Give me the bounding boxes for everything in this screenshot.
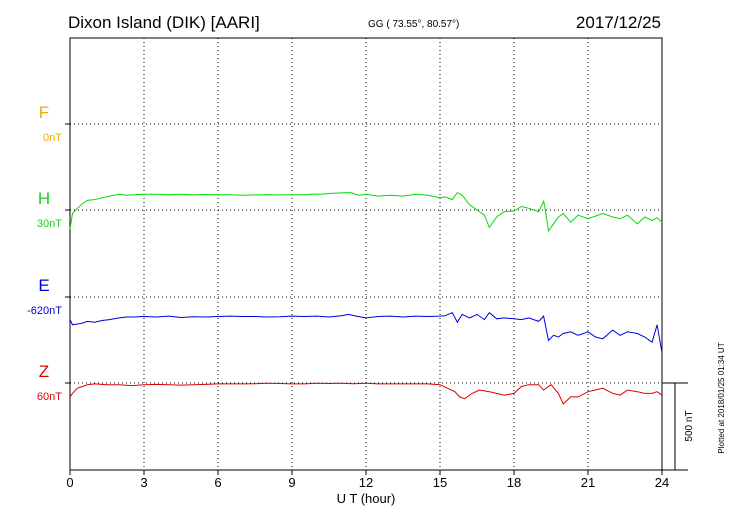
station-title: Dixon Island (DIK) [AARI]: [68, 13, 260, 32]
plotted-note: Plotted at 2018/01/25 01:34 UT: [717, 342, 726, 453]
x-tick-label: 18: [507, 475, 521, 490]
chart-date: 2017/12/25: [576, 13, 661, 32]
x-axis-label: U T (hour): [337, 491, 396, 506]
panel-offset-h: 30nT: [37, 218, 62, 230]
panel-label-z: Z: [39, 362, 49, 381]
panel-label-f: F: [39, 103, 49, 122]
x-axis: 0 3 6 9 12 15 18 21 24: [65, 123, 669, 490]
panel-offset-e: -620nT: [27, 305, 62, 317]
panel-label-h: H: [38, 189, 50, 208]
x-tick-label: 12: [359, 475, 373, 490]
panel-label-e: E: [38, 276, 49, 295]
x-tick-label: 3: [140, 475, 147, 490]
x-tick-label: 0: [66, 475, 73, 490]
panel-offset-z: 60nT: [37, 391, 62, 403]
x-tick-label: 6: [214, 475, 221, 490]
x-tick-label: 24: [655, 475, 669, 490]
series-line-h: [69, 191, 663, 233]
x-tick-label: 15: [433, 475, 447, 490]
grid: [70, 38, 662, 470]
station-coords: GG ( 73.55°, 80.57°): [368, 19, 459, 30]
series-group: [69, 191, 663, 405]
x-tick-label: 9: [288, 475, 295, 490]
series-line-z: [69, 382, 663, 405]
series-line-e: [69, 311, 663, 353]
x-tick-label: 21: [581, 475, 595, 490]
scale-label: 500 nT: [684, 410, 695, 441]
panel-offset-f: 0nT: [43, 132, 62, 144]
panel-labels: F 0nT H 30nT E -620nT Z 60nT: [27, 103, 62, 403]
